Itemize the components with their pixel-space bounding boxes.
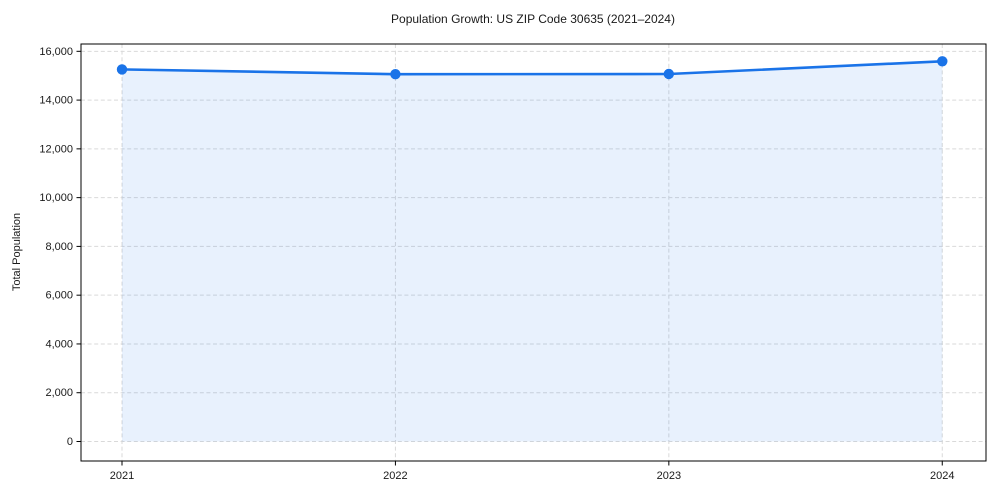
- x-tick-label: 2021: [110, 470, 134, 482]
- y-tick-label: 12,000: [39, 143, 73, 155]
- chart-title: Population Growth: US ZIP Code 30635 (20…: [391, 12, 675, 26]
- data-point-2023: [663, 68, 674, 80]
- data-point-2024: [937, 56, 948, 67]
- x-tick-label: 2024: [930, 470, 954, 482]
- plot-area: [81, 44, 986, 461]
- data-point-2022: [390, 69, 401, 80]
- y-tick-label: 0: [67, 436, 73, 448]
- y-tick-label: 8,000: [45, 241, 73, 253]
- plot-border: [80, 43, 987, 462]
- y-tick-label: 2,000: [45, 387, 73, 399]
- x-tick-label: 2023: [657, 470, 681, 482]
- y-tick-label: 4,000: [45, 338, 73, 350]
- x-tick-label: 2022: [383, 470, 407, 482]
- trend-line: [120, 60, 944, 76]
- y-tick-label: 6,000: [45, 290, 73, 302]
- y-tick-label: 10,000: [39, 192, 73, 204]
- y-axis-label: Total Population: [11, 212, 23, 292]
- y-tick-label: 14,000: [39, 95, 73, 107]
- area-fill: [122, 61, 943, 442]
- data-point-2021: [116, 64, 128, 75]
- y-tick-label: 16,000: [39, 46, 73, 58]
